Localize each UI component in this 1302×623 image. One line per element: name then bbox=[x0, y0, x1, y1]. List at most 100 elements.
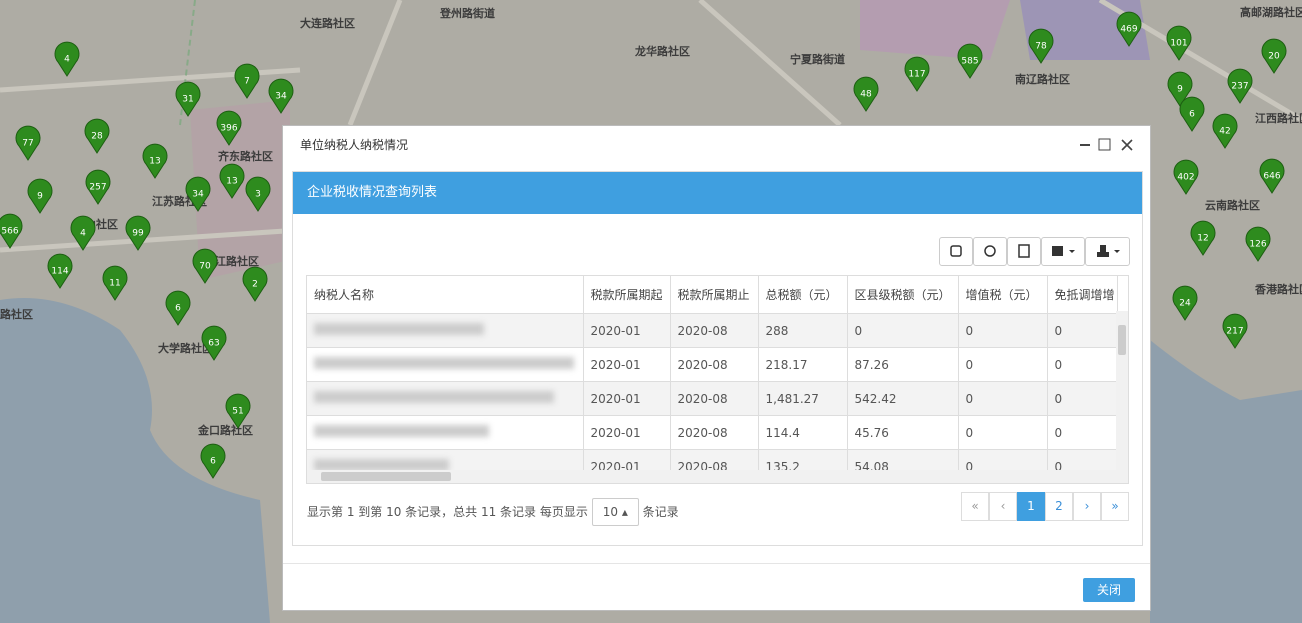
map-marker[interactable]: 70 bbox=[192, 248, 218, 284]
column-header[interactable]: 纳税人名称 bbox=[307, 276, 584, 314]
marker-count: 99 bbox=[132, 229, 144, 239]
close-icon[interactable] bbox=[1121, 139, 1133, 151]
map-marker[interactable]: 7 bbox=[234, 63, 260, 99]
map-marker[interactable]: 34 bbox=[185, 176, 211, 212]
map-label: 高邮湖路社区 bbox=[1240, 5, 1302, 19]
marker-count: 11 bbox=[109, 279, 120, 289]
taxpayer-name-redacted bbox=[307, 381, 584, 416]
map-marker[interactable]: 217 bbox=[1222, 313, 1248, 349]
marker-pin bbox=[1179, 96, 1205, 132]
pagination-info: 显示第 1 到第 10 条记录，总共 11 条记录 每页显示 10 ▴ 条记录 bbox=[307, 498, 679, 526]
map-marker[interactable]: 114 bbox=[47, 253, 73, 289]
column-header[interactable]: 税款所属期止 bbox=[670, 276, 759, 314]
page-button[interactable]: › bbox=[1073, 492, 1101, 521]
column-header[interactable]: 增值税（元） bbox=[958, 276, 1048, 314]
map-marker[interactable]: 20 bbox=[1261, 38, 1287, 74]
h-scrollbar[interactable] bbox=[307, 470, 1128, 483]
district bbox=[860, 0, 1010, 60]
marker-count: 13 bbox=[226, 177, 237, 187]
map-marker[interactable]: 402 bbox=[1173, 159, 1199, 195]
panel-title: 企业税收情况查询列表 bbox=[293, 172, 1142, 214]
map-marker[interactable]: 4 bbox=[70, 215, 96, 251]
map-marker[interactable]: 566 bbox=[0, 213, 23, 249]
map-marker[interactable]: 99 bbox=[125, 215, 151, 251]
marker-pin bbox=[165, 290, 191, 326]
toolbar-button[interactable] bbox=[939, 237, 973, 266]
table-row: 2020-01 2020-08 1,481.27 542.42 0 0 bbox=[307, 381, 1118, 416]
column-header[interactable]: 税款所属期起 bbox=[583, 276, 671, 314]
map-marker[interactable]: 6 bbox=[200, 443, 226, 479]
map-marker[interactable]: 585 bbox=[957, 43, 983, 79]
map-marker[interactable]: 117 bbox=[904, 56, 930, 92]
marker-count: 6 bbox=[175, 304, 181, 314]
marker-pin bbox=[1166, 25, 1192, 61]
map-marker[interactable]: 646 bbox=[1259, 158, 1285, 194]
map-marker[interactable]: 13 bbox=[142, 143, 168, 179]
map-label: 金口路社区 bbox=[197, 423, 253, 437]
map-marker[interactable]: 6 bbox=[165, 290, 191, 326]
marker-count: 101 bbox=[1170, 39, 1187, 49]
marker-pin bbox=[268, 78, 294, 114]
page-size-select[interactable]: 10 ▴ bbox=[591, 498, 639, 526]
map-marker[interactable]: 51 bbox=[225, 393, 251, 429]
marker-count: 126 bbox=[1249, 240, 1266, 250]
map-marker[interactable]: 6 bbox=[1179, 96, 1205, 132]
map-marker[interactable]: 126 bbox=[1245, 226, 1271, 262]
map-marker[interactable]: 63 bbox=[201, 325, 227, 361]
map-label: 大学路社区 bbox=[158, 341, 213, 355]
map-marker[interactable]: 4 bbox=[54, 41, 80, 77]
taxpayer-name-redacted bbox=[307, 313, 584, 348]
table-cell: 1,481.27 bbox=[758, 381, 848, 416]
page-button[interactable]: 2 bbox=[1045, 492, 1073, 521]
export-button[interactable] bbox=[1085, 237, 1130, 266]
marker-count: 13 bbox=[149, 157, 160, 167]
map-marker[interactable]: 28 bbox=[84, 118, 110, 154]
marker-count: 566 bbox=[1, 227, 18, 237]
map-marker[interactable]: 48 bbox=[853, 76, 879, 112]
marker-count: 20 bbox=[1268, 52, 1280, 62]
map-label: 路社区 bbox=[0, 307, 33, 321]
page-button[interactable]: « bbox=[961, 492, 989, 521]
table-cell: 2020-08 bbox=[670, 415, 759, 450]
map-marker[interactable]: 34 bbox=[268, 78, 294, 114]
map-marker[interactable]: 396 bbox=[216, 110, 242, 146]
table-cell: 0 bbox=[958, 381, 1048, 416]
map-label: 齐东路社区 bbox=[218, 149, 273, 163]
close-button[interactable]: 关闭 bbox=[1083, 578, 1135, 602]
marker-pin bbox=[242, 266, 268, 302]
marker-count: 4 bbox=[80, 229, 86, 239]
map-marker[interactable]: 42 bbox=[1212, 113, 1238, 149]
map-marker[interactable]: 3 bbox=[245, 176, 271, 212]
marker-pin bbox=[1116, 11, 1142, 47]
map-marker[interactable]: 257 bbox=[85, 169, 111, 205]
map-marker[interactable]: 9 bbox=[27, 178, 53, 214]
column-header[interactable]: 免抵调增增 bbox=[1047, 276, 1118, 314]
table-cell: 2020-08 bbox=[670, 381, 759, 416]
map-marker[interactable]: 78 bbox=[1028, 28, 1054, 64]
map-marker[interactable]: 13 bbox=[219, 163, 245, 199]
map-marker[interactable]: 24 bbox=[1172, 285, 1198, 321]
map-marker[interactable]: 12 bbox=[1190, 220, 1216, 256]
page-button[interactable]: ‹ bbox=[989, 492, 1017, 521]
map-marker[interactable]: 77 bbox=[15, 125, 41, 161]
marker-pin bbox=[142, 143, 168, 179]
toggle-button[interactable] bbox=[1007, 237, 1041, 266]
map-marker[interactable]: 237 bbox=[1227, 68, 1253, 104]
marker-count: 4 bbox=[64, 55, 70, 65]
page-button[interactable]: 1 bbox=[1017, 492, 1045, 521]
maximize[interactable] bbox=[1098, 138, 1111, 151]
v-scrollbar[interactable] bbox=[1116, 311, 1128, 470]
column-header[interactable]: 总税额（元） bbox=[758, 276, 848, 314]
map-marker[interactable]: 9 bbox=[1167, 71, 1193, 107]
marker-count: 237 bbox=[1231, 82, 1248, 92]
page-button[interactable]: » bbox=[1101, 492, 1129, 521]
map-marker[interactable]: 31 bbox=[175, 81, 201, 117]
column-header[interactable]: 区县级税额（元） bbox=[847, 276, 959, 314]
map-marker[interactable]: 11 bbox=[102, 265, 128, 301]
map-marker[interactable]: 2 bbox=[242, 266, 268, 302]
map-marker[interactable]: 101 bbox=[1166, 25, 1192, 61]
refresh-button[interactable] bbox=[973, 237, 1007, 266]
map-marker[interactable]: 469 bbox=[1116, 11, 1142, 47]
columns-button[interactable] bbox=[1041, 237, 1085, 266]
